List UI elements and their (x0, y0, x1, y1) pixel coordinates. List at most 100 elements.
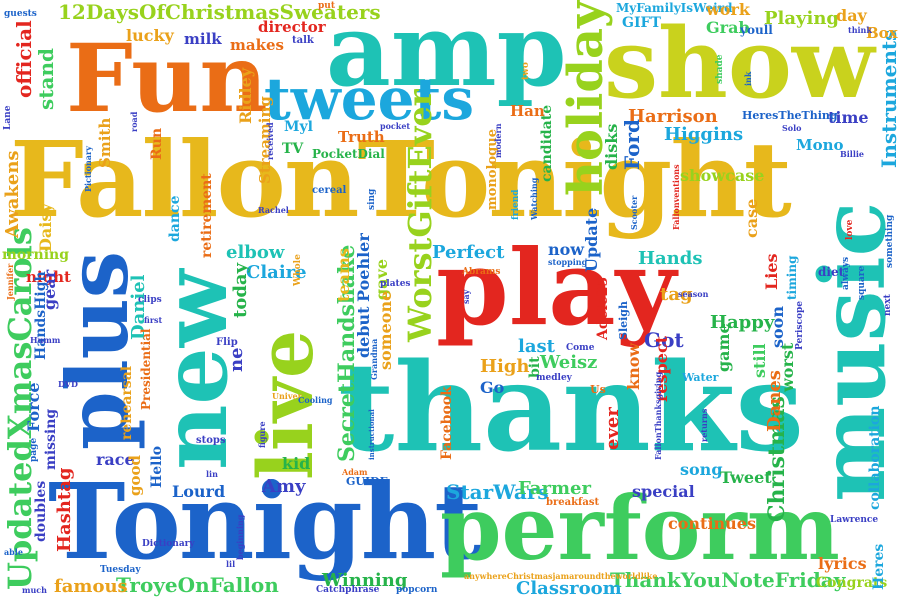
word-cereal: cereal (312, 185, 347, 196)
word-showcase: showcase (680, 166, 765, 185)
word-think: think (848, 25, 872, 35)
word-hands: Hands (638, 248, 703, 269)
word-harrison: Harrison (628, 106, 718, 127)
word-tweet: Tweet (720, 468, 772, 487)
word-tuesday: Tuesday (100, 565, 141, 575)
word-higgins: Higgins (664, 124, 744, 145)
word-whole: Whole (293, 254, 303, 286)
word-handshigh: HandsHigh (33, 271, 49, 360)
word-daisy: Daisy (36, 203, 55, 252)
word-pocket: pocket (380, 121, 411, 131)
word-collaboration: collaboration (867, 405, 883, 510)
word-morning: morning (2, 247, 69, 263)
word-sing: sing (367, 188, 377, 210)
word-stops: stops (196, 435, 226, 446)
word-congrats: Congrats (816, 575, 888, 591)
word-medley: medley (536, 373, 572, 383)
word-grandma: Grandma (369, 338, 379, 380)
word-water: Water (682, 371, 719, 384)
word-good: good (126, 455, 144, 496)
word-billie: Billie (840, 149, 865, 159)
word-facebook: Facebook (439, 386, 455, 460)
word-able: able (4, 547, 23, 557)
word-starwars: StarWars (446, 480, 549, 504)
word-soon: soon (768, 306, 787, 348)
word-hello: Hello (149, 445, 165, 488)
word-talk: talk (292, 35, 314, 46)
word-adele25: Adele25 (595, 276, 611, 340)
word-much: much (22, 585, 47, 595)
word-truth: Truth (338, 128, 385, 146)
word-clips: clips (138, 295, 162, 305)
word-force: Force (24, 382, 43, 432)
word-lane: Lane (3, 105, 13, 130)
word-guide: GUIDE (346, 475, 389, 488)
word-playing: Playing (764, 8, 840, 29)
word-friend: friend (511, 189, 521, 220)
word-continues: continues (668, 514, 756, 533)
word-song: song (680, 460, 723, 479)
word-elbow: elbow (226, 242, 285, 263)
word-cooling: Cooling (298, 395, 333, 405)
word-periscope: Periscope (795, 301, 805, 350)
word-official: official (12, 20, 36, 98)
word-lucky: lucky (126, 26, 174, 45)
word-work: work (706, 0, 750, 19)
word-makes: makes (230, 36, 284, 54)
word-danes: Danes (764, 370, 785, 432)
word-thankyounotefriday: ThankYouNoteFriday (610, 568, 846, 592)
word-received: received (265, 122, 275, 160)
word-tv: TV (282, 141, 304, 157)
word-farmer: Farmer (518, 478, 591, 499)
word-know: know (624, 342, 643, 390)
word-love: love (845, 219, 855, 240)
word-game: game (714, 323, 733, 372)
word-someone: someone (376, 290, 395, 370)
word-ridley: Ridley (236, 67, 255, 124)
word-dvd: DVD (58, 379, 78, 389)
word-retirement: retirement (199, 173, 215, 258)
word-jennifer: Jennifer (5, 263, 15, 300)
word-tag: tag (660, 284, 693, 305)
word-thanks: thanks (338, 335, 805, 479)
word-lies: Lies (762, 253, 781, 290)
word-ford: Ford (620, 119, 644, 170)
word-box: Box (866, 24, 898, 42)
word-myfamily: MyFamilyIsWeird (616, 1, 733, 15)
word-famous: famous (54, 576, 128, 597)
word-mono: Mono (796, 136, 844, 154)
word-twelvedays: 12DaysOfChristmasSweaters (58, 0, 381, 24)
word-today: today (230, 262, 251, 318)
word-stand: stand (34, 48, 58, 110)
word-weisz: Weisz (540, 352, 598, 373)
word-univer: Univer (272, 391, 302, 401)
word-lyrics: lyrics (818, 554, 867, 573)
word-us: Us (590, 383, 606, 396)
word-dance: dance (167, 195, 183, 242)
word-troyeonfallon: TroyeOnFallon (116, 573, 279, 597)
word-diet: diet (818, 265, 845, 279)
word-special: special (632, 482, 695, 501)
word-tweets: tweets (264, 65, 474, 133)
word-time: time (828, 108, 869, 127)
word-fallonthanksgiving: FallonThanksgiving (653, 371, 663, 460)
word-humm: Humm (30, 335, 61, 345)
word-heres: Heres (871, 543, 887, 590)
word-square: square (857, 265, 867, 300)
word-hashtag: Hashtag (54, 467, 75, 552)
word-kid: kid (282, 454, 311, 473)
word-gift: GIFT (622, 15, 661, 31)
word-awakens: Awakens (2, 150, 23, 238)
word-presidential: Presidential (139, 328, 153, 410)
word-myl: Myl (284, 119, 313, 135)
word-tonight: Tonight (48, 460, 482, 583)
word-missing: missing (43, 408, 59, 470)
word-popcorn: popcorn (396, 585, 438, 595)
word-figure: figure (257, 421, 267, 448)
word-disks: disks (602, 123, 621, 170)
word-rehearsal: rehearsal (119, 365, 135, 440)
word-shade: shade (715, 54, 725, 84)
word-got: Got (644, 328, 684, 352)
word-last: last (518, 336, 555, 357)
word-timing: timing (785, 255, 799, 300)
